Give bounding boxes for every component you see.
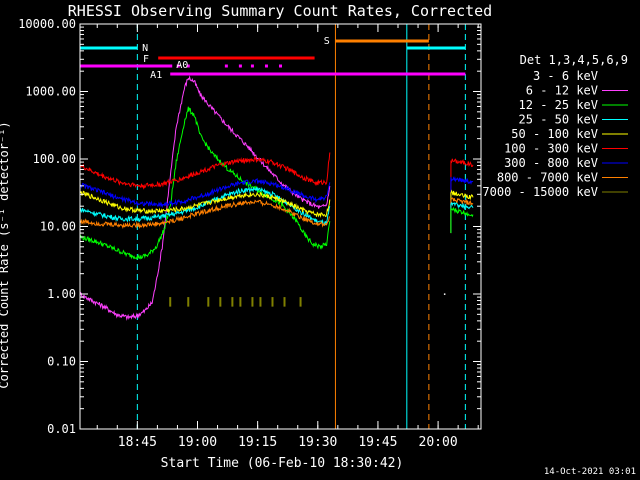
x-tick-label: 19:30 [298,435,337,450]
y-tick-label: 10000.00 [18,17,76,31]
series-line [79,152,331,190]
legend-title: Det 1,3,4,5,6,9 [520,53,628,67]
x-tick-label: 18:45 [118,435,157,450]
x-tick-label: 20:00 [419,435,458,450]
legend-label: 300 - 800 keV [504,156,598,170]
y-axis-label: Corrected Count Rate (s⁻¹ detector⁻¹) [0,121,11,388]
series-line [79,177,331,209]
series-line-post-gap [450,206,474,218]
series-line [79,199,331,230]
footer-timestamp: 14-Oct-2021 03:01 [544,467,636,477]
flare-label: F [143,54,149,65]
attenuator-a0-dot [238,64,242,68]
series-line [79,75,331,321]
legend-label: 7000 - 15000 keV [482,185,598,199]
legend-label: 12 - 25 keV [519,98,598,112]
plot-area: NF A0 A1 S [79,24,474,429]
y-tick-label: 1.00 [47,287,76,301]
attenuator-a0-dot [186,64,190,68]
saa-label: S [324,36,330,47]
y-tick-label: 0.10 [47,355,76,369]
y-tick-label: 1000.00 [25,85,76,99]
attenuator-a0-dot [250,64,254,68]
series-line [79,190,331,218]
attenuator-a0-label: A0 [176,60,188,71]
legend-label: 3 - 6 keV [533,69,598,83]
series-line [79,106,331,261]
attenuator-a0-dot [224,64,228,68]
series-line-post-gap [450,197,474,207]
x-tick-label: 19:00 [178,435,217,450]
legend-label: 25 - 50 keV [519,113,598,127]
series-line-post-gap [450,189,474,201]
legend-label: 6 - 12 keV [526,84,598,98]
y-tick-label: 10.00 [40,220,76,234]
data-speck [443,293,446,295]
x-tick-label: 19:45 [358,435,397,450]
axes: 0.01 0.10 1.00 10.00 100.00 1000.00 10000.00 18… [18,17,481,450]
attenuator-a0-dot [264,64,268,68]
night-label: N [142,43,148,54]
attenuator-a0-dot [279,64,282,68]
x-tick-label: 19:15 [238,435,277,450]
legend-label: 100 - 300 keV [504,142,598,156]
legend-label: 800 - 7000 keV [497,171,598,185]
attenuator-a0-dot [176,64,180,68]
y-tick-label: 0.01 [47,422,76,436]
x-axis-label: Start Time (06-Feb-10 18:30:42) [161,456,404,471]
legend-label: 50 - 100 keV [511,127,598,141]
series-line-post-gap [450,158,474,168]
y-tick-label: 100.00 [33,152,76,166]
chart-title: RHESSI Observing Summary Count Rates, Co… [68,2,492,20]
attenuator-a1-label: A1 [150,70,162,81]
series-line-post-gap [450,201,474,210]
series-line-post-gap [450,176,474,185]
